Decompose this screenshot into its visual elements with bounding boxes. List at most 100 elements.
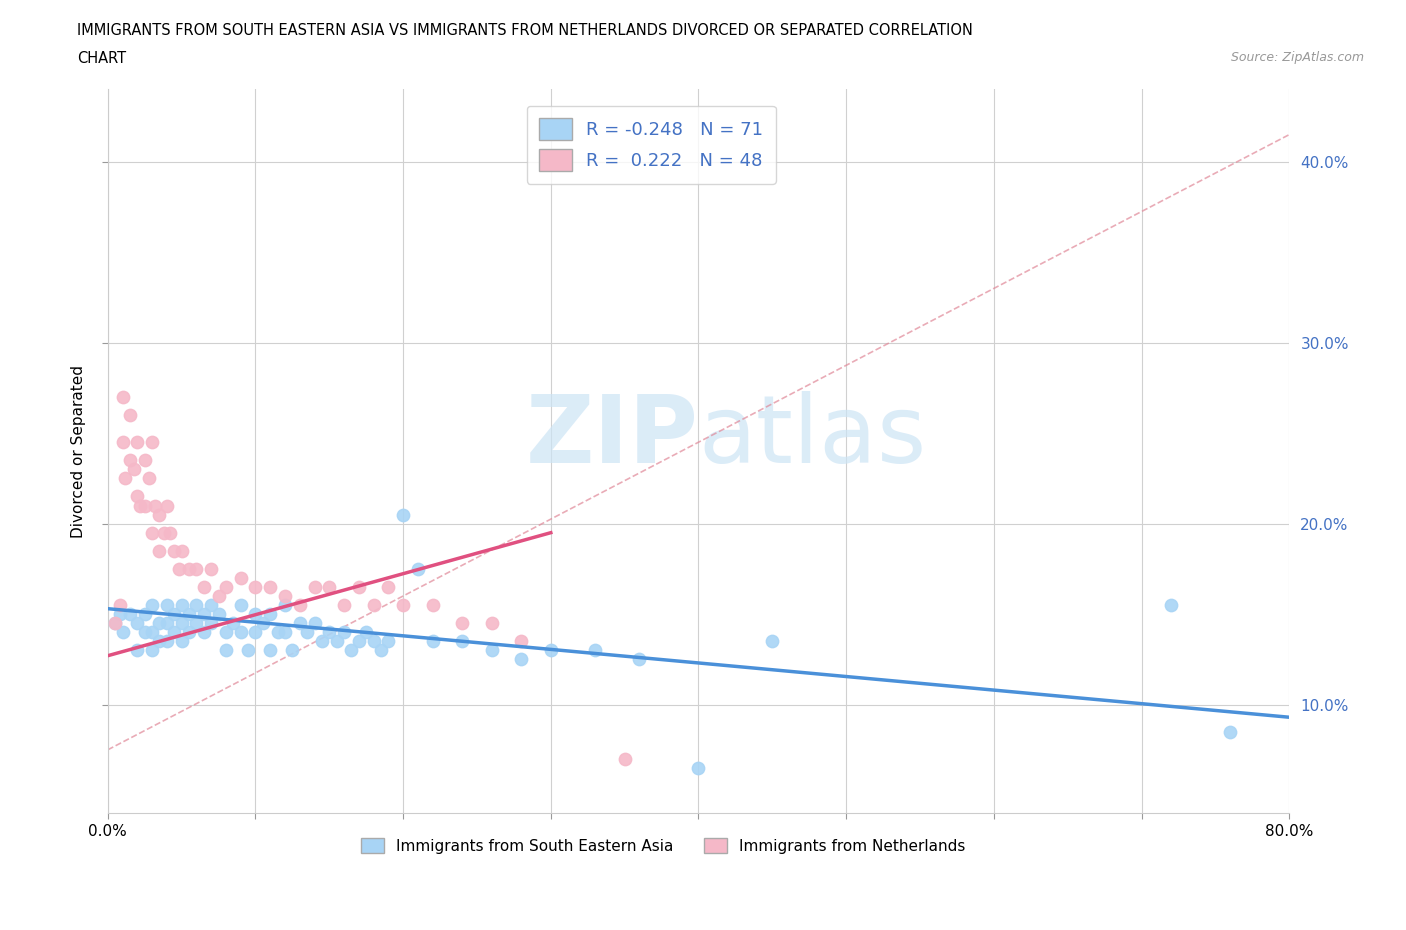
Point: [148, 634, 170, 649]
Point: [118, 453, 141, 468]
Point: [347, 579, 370, 594]
Point: [245, 625, 267, 640]
Point: [236, 643, 259, 658]
Point: [274, 589, 297, 604]
Point: [186, 562, 208, 577]
Point: [111, 435, 134, 450]
Point: [215, 579, 238, 594]
Point: [370, 643, 392, 658]
Point: [318, 579, 340, 594]
Point: [451, 616, 474, 631]
Point: [628, 652, 651, 667]
Point: [340, 643, 363, 658]
Point: [318, 625, 340, 640]
Point: [392, 598, 415, 613]
Point: [104, 616, 127, 631]
Point: [304, 616, 326, 631]
Point: [259, 579, 281, 594]
Point: [333, 625, 356, 640]
Point: [347, 634, 370, 649]
Point: [177, 625, 200, 640]
Point: [143, 498, 166, 513]
Point: [118, 606, 141, 621]
Point: [193, 625, 215, 640]
Point: [159, 525, 181, 540]
Point: [127, 616, 149, 631]
Point: [252, 616, 274, 631]
Point: [295, 625, 318, 640]
Point: [288, 616, 311, 631]
Point: [422, 598, 444, 613]
Point: [510, 652, 533, 667]
Point: [156, 498, 179, 513]
Point: [138, 471, 160, 485]
Legend: Immigrants from South Eastern Asia, Immigrants from Netherlands: Immigrants from South Eastern Asia, Immi…: [354, 831, 972, 859]
Point: [134, 498, 156, 513]
Point: [193, 579, 215, 594]
Point: [311, 634, 333, 649]
Point: [215, 625, 238, 640]
Point: [451, 634, 474, 649]
Point: [259, 606, 281, 621]
Point: [148, 543, 170, 558]
Point: [134, 606, 156, 621]
Point: [510, 634, 533, 649]
Point: [688, 761, 710, 776]
Point: [167, 562, 190, 577]
Point: [325, 634, 347, 649]
Point: [200, 598, 222, 613]
Point: [540, 643, 562, 658]
Point: [406, 562, 429, 577]
Point: [274, 598, 297, 613]
Y-axis label: Divorced or Separated: Divorced or Separated: [72, 365, 86, 538]
Point: [177, 562, 200, 577]
Point: [422, 634, 444, 649]
Point: [377, 634, 399, 649]
Point: [127, 489, 149, 504]
Point: [392, 507, 415, 522]
Point: [583, 643, 606, 658]
Point: [163, 625, 186, 640]
Point: [163, 543, 186, 558]
Point: [304, 579, 326, 594]
Text: Source: ZipAtlas.com: Source: ZipAtlas.com: [1230, 51, 1364, 64]
Point: [274, 625, 297, 640]
Point: [156, 634, 179, 649]
Point: [281, 643, 304, 658]
Point: [141, 435, 163, 450]
Point: [124, 462, 146, 477]
Point: [170, 598, 193, 613]
Point: [111, 390, 134, 405]
Point: [207, 606, 229, 621]
Point: [215, 643, 238, 658]
Point: [156, 616, 179, 631]
Point: [200, 616, 222, 631]
Point: [148, 507, 170, 522]
Point: [193, 606, 215, 621]
Point: [170, 634, 193, 649]
Point: [141, 598, 163, 613]
Point: [114, 471, 136, 485]
Point: [200, 562, 222, 577]
Point: [1219, 724, 1241, 739]
Text: CHART: CHART: [77, 51, 127, 66]
Point: [134, 625, 156, 640]
Point: [229, 625, 252, 640]
Text: atlas: atlas: [699, 391, 927, 483]
Point: [111, 625, 134, 640]
Point: [333, 598, 356, 613]
Point: [156, 598, 179, 613]
Point: [141, 525, 163, 540]
Point: [108, 606, 131, 621]
Point: [363, 634, 385, 649]
Point: [129, 498, 152, 513]
Point: [108, 598, 131, 613]
Point: [177, 606, 200, 621]
Point: [229, 570, 252, 585]
Point: [170, 543, 193, 558]
Point: [222, 616, 245, 631]
Point: [186, 598, 208, 613]
Point: [363, 598, 385, 613]
Point: [163, 606, 186, 621]
Point: [207, 589, 229, 604]
